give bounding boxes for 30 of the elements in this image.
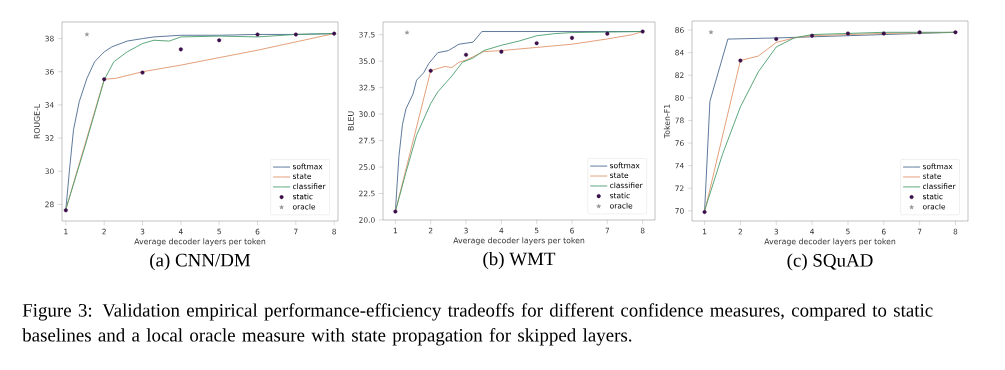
point bbox=[702, 209, 707, 214]
point bbox=[255, 32, 260, 37]
point bbox=[178, 47, 183, 52]
point bbox=[570, 35, 574, 40]
point bbox=[393, 209, 398, 214]
point bbox=[217, 38, 222, 43]
point bbox=[845, 31, 850, 36]
point bbox=[953, 30, 958, 35]
text: (a) CNN/DM bbox=[150, 253, 251, 271]
point bbox=[534, 41, 539, 46]
point bbox=[605, 31, 610, 36]
point bbox=[464, 52, 469, 57]
text: (b) WMT bbox=[483, 251, 556, 270]
caption: Figure 3: Validation empirical performance-efficiency tradeoffs for different confidence measures, compared to static baselines and a local oracle measure with state propagation for skipped layers. bbox=[22, 303, 933, 346]
point bbox=[63, 208, 68, 213]
point bbox=[810, 33, 815, 38]
point bbox=[102, 77, 107, 82]
point bbox=[293, 32, 298, 37]
point bbox=[332, 31, 337, 36]
point bbox=[738, 58, 743, 63]
text: (c) SQuAD bbox=[787, 253, 873, 271]
point bbox=[881, 31, 886, 36]
point bbox=[140, 70, 145, 75]
point bbox=[640, 29, 645, 34]
point bbox=[708, 29, 714, 35]
point bbox=[428, 68, 433, 73]
point bbox=[404, 29, 410, 35]
point bbox=[917, 30, 922, 35]
point bbox=[774, 37, 779, 42]
point bbox=[499, 49, 504, 54]
